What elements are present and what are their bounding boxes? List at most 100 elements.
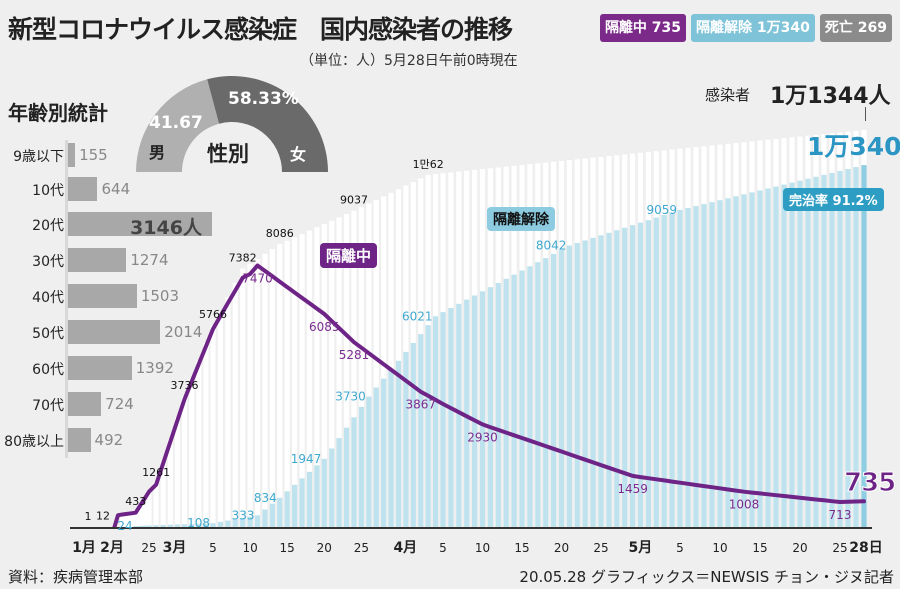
- age-value: 724: [105, 395, 134, 413]
- confirmed-bar: [217, 311, 224, 527]
- age-label: 60代: [32, 362, 64, 378]
- released-bar: [630, 225, 636, 527]
- credit-note: 20.05.28 グラフィックス＝NEWSIS チョン・ジヌ記者: [519, 568, 894, 586]
- released-bar: [845, 168, 851, 527]
- x-tick-label: 25: [354, 541, 369, 555]
- released-bar: [813, 176, 819, 527]
- released-bar: [645, 220, 651, 528]
- age-value: 492: [94, 431, 124, 449]
- gender-female-segment: [207, 76, 328, 172]
- released-bar: [582, 240, 588, 527]
- age-label: 20代: [32, 218, 64, 234]
- released-bar: [622, 227, 628, 528]
- released-bar: [479, 291, 486, 527]
- released-bar: [189, 523, 195, 527]
- released-bar: [410, 342, 416, 527]
- released-bar: [440, 312, 446, 527]
- released-total: 1万340: [807, 132, 900, 161]
- confirmed-data-label: 7382: [229, 252, 257, 265]
- isolation-data-label: 6085: [309, 320, 340, 334]
- age-bar: [68, 320, 161, 344]
- confirmed-bar: [141, 497, 148, 527]
- confirmed-bar: [343, 214, 350, 527]
- confirmed-bar: [181, 396, 188, 527]
- x-tick-label: 5月: [629, 540, 653, 556]
- released-bar: [566, 245, 572, 527]
- confirmed-bar: [277, 243, 283, 528]
- confirmed-bar: [196, 360, 202, 527]
- age-label: 50代: [32, 326, 64, 342]
- released-bar: [425, 325, 431, 527]
- isolation-data-label: 713: [829, 508, 852, 522]
- gender-female-pct: 58.33%: [228, 89, 299, 109]
- confirmed-data-label: 9037: [340, 194, 368, 207]
- isolation-data-label: 5281: [339, 348, 370, 362]
- confirmed-bar: [254, 258, 261, 527]
- age-bar: [68, 143, 76, 167]
- badge-released: 隔離解除 1万340: [691, 14, 815, 42]
- released-bar: [861, 165, 867, 527]
- released-bar: [757, 190, 763, 527]
- confirmed-bar: [373, 199, 379, 527]
- released-bar: [292, 484, 298, 527]
- x-tick-label: 25: [832, 541, 847, 555]
- infected-total: 1万1344人: [770, 84, 891, 109]
- released-bar: [543, 258, 549, 527]
- age-bar: [68, 392, 102, 416]
- isolation-current: 735: [843, 468, 896, 499]
- released-bar: [853, 167, 859, 527]
- confirmed-data-label: 1: [85, 510, 92, 523]
- released-bar: [240, 517, 246, 527]
- confirmed-bar: [351, 210, 357, 527]
- status-badges: 隔離中 735 隔離解除 1万340 死亡 269: [599, 14, 892, 42]
- x-tick-label: 5: [676, 541, 684, 555]
- x-tick-label: 25: [141, 541, 156, 555]
- released-data-label: 9059: [646, 203, 677, 217]
- confirmed-bar: [146, 490, 152, 527]
- released-bar: [661, 215, 667, 527]
- released-bar: [829, 172, 835, 527]
- confirmed-data-label: 3736: [171, 379, 199, 392]
- released-bar: [167, 524, 173, 527]
- age-bar: [68, 212, 213, 236]
- x-tick-label: 10: [242, 541, 257, 555]
- infected-pointer: [865, 107, 866, 121]
- age-value: 644: [101, 180, 131, 198]
- released-bar: [225, 520, 231, 527]
- isolation-data-label: 2930: [467, 430, 498, 444]
- released-bar: [210, 523, 216, 527]
- released-bar: [284, 491, 290, 527]
- x-tick-label: 1月: [72, 540, 96, 556]
- released-bar: [262, 509, 268, 527]
- released-bar: [388, 369, 394, 527]
- confirmed-bar: [119, 513, 126, 527]
- released-bar: [837, 170, 843, 527]
- released-bar: [366, 396, 372, 527]
- x-tick-label: 5: [209, 541, 217, 555]
- age-value: 3146人: [130, 217, 202, 239]
- released-bar: [487, 287, 493, 527]
- released-bar: [314, 465, 320, 527]
- released-bar: [551, 253, 557, 528]
- age-value: 1274: [130, 251, 169, 269]
- released-data-label: 1947: [291, 452, 322, 466]
- confirmed-data-label: 12: [96, 510, 110, 523]
- age-label: 9歳以下: [13, 149, 64, 165]
- released-bar: [160, 524, 166, 527]
- confirmed-bar: [269, 248, 275, 527]
- age-bar: [68, 356, 132, 380]
- source-note: 資料：疾病管理本部: [8, 568, 144, 586]
- released-bar: [495, 282, 501, 527]
- confirmed-bar: [124, 513, 130, 527]
- released-bar: [373, 387, 379, 527]
- released-bar: [590, 237, 596, 527]
- released-bar: [614, 230, 620, 527]
- released-data-label: 834: [254, 491, 277, 505]
- confirmed-data-label: 5766: [199, 308, 227, 321]
- released-bar: [519, 270, 525, 527]
- released-bar: [299, 478, 305, 527]
- confirmed-bar: [137, 504, 143, 527]
- confirmed-bar: [262, 253, 268, 527]
- released-bar: [137, 525, 143, 527]
- confirmed-bar: [336, 217, 342, 527]
